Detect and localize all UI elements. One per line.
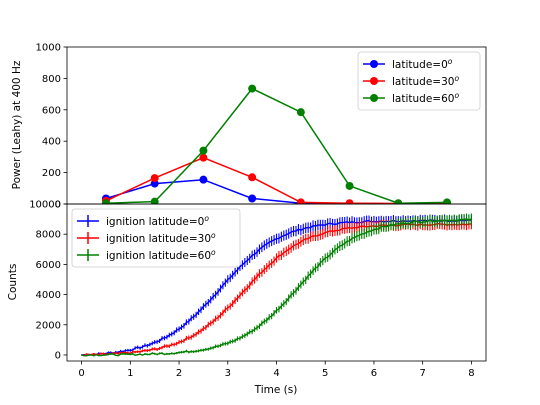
power-series-line-1 (105, 156, 447, 205)
power-series-group (101, 84, 452, 208)
power-y-ticks: 0 200 400 600 800 1000 (36, 43, 67, 211)
counts-series-line-2 (81, 218, 472, 357)
counts-legend-label-1: ignition latitude=30o (106, 231, 216, 245)
power-legend: latitude=0o latitude=30o latitude=60o (357, 51, 481, 111)
counts-axes-frame (66, 203, 487, 362)
counts-y-tick-label: 8000 (36, 230, 61, 241)
x-tick-label: 8 (468, 368, 474, 379)
power-series-point (248, 84, 257, 93)
power-series-point (248, 194, 257, 203)
counts-y-axis-label: Counts (7, 264, 19, 301)
x-tick-label: 6 (371, 368, 377, 379)
x-axis-label: Time (s) (254, 384, 298, 396)
counts-y-tick-label: 2000 (36, 320, 61, 331)
counts-series-group (81, 213, 472, 357)
counts-legend-box (71, 208, 241, 268)
counts-legend-label-2: ignition latitude=60o (106, 248, 216, 262)
power-legend-marker-0 (370, 60, 378, 68)
counts-series-line-0 (81, 218, 472, 357)
power-legend-label-1: latitude=30o (392, 74, 459, 88)
power-legend-label-2: latitude=60o (392, 91, 459, 105)
x-tick-label: 3 (225, 368, 231, 379)
power-legend-box (357, 51, 481, 111)
power-legend-marker-1 (370, 77, 378, 85)
x-tick-label: 7 (419, 368, 425, 379)
power-series-point (199, 146, 208, 155)
counts-legend-label-0: ignition latitude=0o (106, 214, 209, 228)
x-tick-label: 5 (322, 368, 328, 379)
power-y-tick-label: 200 (42, 168, 61, 179)
x-tick-label: 4 (273, 368, 279, 379)
counts-legend: ignition latitude=0o ignition latitude=30… (71, 208, 241, 268)
x-tick-label: 0 (78, 368, 84, 379)
power-y-tick-label: 800 (42, 74, 61, 85)
power-series-point (199, 175, 208, 184)
power-y-tick-label: 1000 (36, 43, 61, 54)
counts-y-ticks: 0 2000 4000 6000 8000 10000 (29, 200, 67, 361)
counts-y-tick-label: 10000 (29, 200, 61, 211)
power-y-axis-label: Power (Leahy) at 400 Hz (11, 60, 23, 189)
power-series-point (248, 173, 257, 182)
counts-y-tick-label: 0 (55, 350, 61, 361)
power-y-tick-label: 400 (42, 137, 61, 148)
power-legend-label-0: latitude=0o (392, 57, 453, 71)
power-y-tick-label: 0 (55, 200, 61, 211)
power-panel: 0 200 400 600 800 1000 Power (Leahy) at 400 H… (11, 43, 486, 211)
power-series-point (150, 174, 159, 183)
power-y-tick-label: 600 (42, 105, 61, 116)
power-series-line-2 (105, 87, 448, 204)
x-tick-label: 2 (176, 368, 182, 379)
counts-y-tick-label: 6000 (36, 260, 61, 271)
power-series-point (150, 179, 159, 188)
counts-x-ticks: 0 1 2 3 4 5 6 7 8 (78, 361, 475, 379)
power-series-point (345, 181, 354, 190)
power-legend-marker-2 (370, 94, 378, 102)
power-series-point (296, 108, 305, 117)
x-tick-label: 1 (127, 368, 133, 379)
power-series-point (199, 153, 208, 162)
counts-y-tick-label: 4000 (36, 290, 61, 301)
